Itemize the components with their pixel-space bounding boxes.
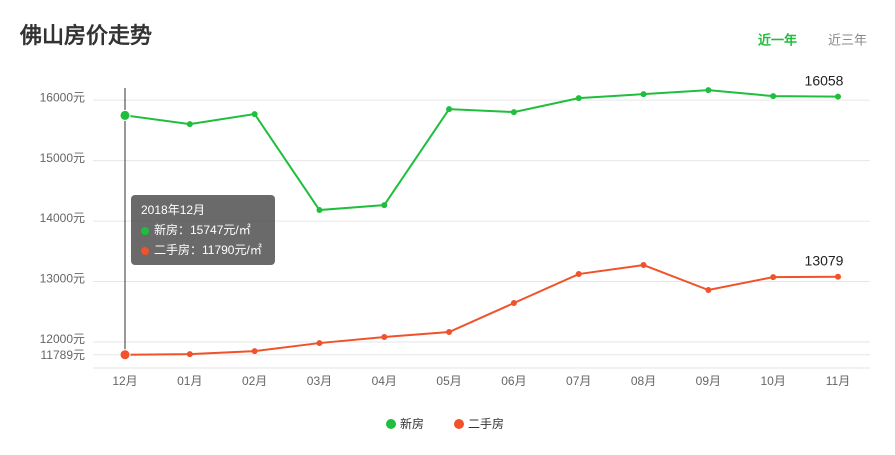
point — [186, 121, 193, 128]
x-tick-label: 02月 — [242, 374, 267, 388]
data-label: 13079 — [805, 252, 844, 268]
point — [251, 111, 258, 118]
point — [119, 349, 131, 361]
tooltip-box — [131, 195, 275, 265]
chart-title: 佛山房价走势 — [19, 23, 152, 48]
point — [640, 262, 647, 269]
point — [316, 340, 323, 347]
x-tick-label: 11月 — [826, 374, 850, 388]
point — [640, 91, 647, 98]
tooltip-marker — [141, 247, 149, 255]
y-tick-label: 14000元 — [40, 211, 85, 225]
x-tick-label: 04月 — [372, 374, 397, 388]
tab[interactable]: 近三年 — [828, 32, 867, 47]
x-tick-label: 05月 — [436, 374, 461, 388]
point — [575, 271, 582, 278]
data-label: 16058 — [805, 72, 844, 88]
x-tick-label: 12月 — [112, 374, 137, 388]
x-tick-label: 08月 — [631, 374, 656, 388]
legend-label: 二手房 — [468, 416, 504, 431]
point — [705, 87, 712, 94]
x-tick-label: 10月 — [761, 374, 786, 388]
y-tick-label: 15000元 — [40, 151, 85, 165]
point — [251, 348, 258, 355]
point — [119, 109, 131, 121]
line — [124, 89, 839, 212]
point — [510, 109, 517, 116]
y-tick-label: 16000元 — [40, 90, 85, 104]
x-tick-label: 09月 — [696, 374, 721, 388]
point — [381, 334, 388, 341]
point — [381, 202, 388, 209]
line — [124, 264, 839, 356]
legend-marker — [454, 419, 464, 429]
point — [446, 106, 453, 113]
tooltip-item: 二手房：11790元/㎡ — [154, 242, 262, 257]
point — [770, 93, 777, 100]
point — [705, 287, 712, 294]
x-tick-label: 06月 — [501, 374, 526, 388]
point — [575, 95, 582, 102]
tooltip-item: 新房：15747元/㎡ — [154, 222, 251, 237]
point — [835, 93, 841, 100]
y-tick-label: 11789元 — [41, 348, 85, 362]
point — [316, 207, 323, 214]
tooltip-title: 2018年12月 — [141, 203, 205, 217]
point — [770, 274, 777, 281]
point — [186, 351, 193, 358]
legend-label: 新房 — [400, 416, 424, 431]
y-tick-label: 13000元 — [40, 272, 85, 286]
legend-marker — [386, 419, 396, 429]
tooltip-marker — [141, 227, 149, 235]
point — [446, 329, 453, 336]
tab[interactable]: 近一年 — [758, 32, 797, 47]
x-tick-label: 07月 — [566, 374, 591, 388]
point — [835, 273, 841, 280]
point — [510, 300, 517, 307]
y-tick-label: 12000元 — [40, 332, 85, 346]
x-tick-label: 01月 — [177, 374, 202, 388]
x-tick-label: 03月 — [307, 374, 332, 388]
